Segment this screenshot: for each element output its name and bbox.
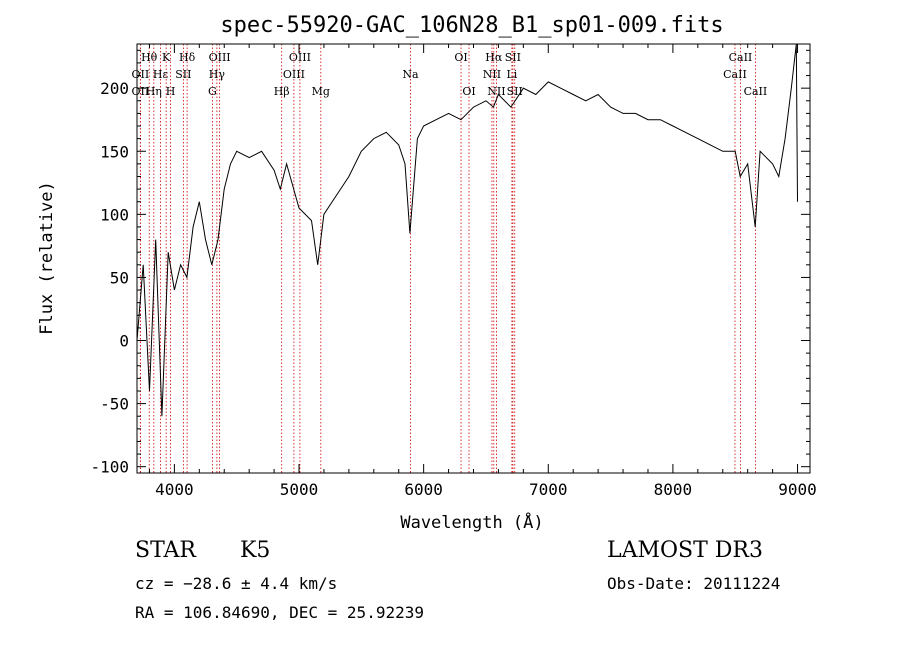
y-tick-label: 50 [110, 268, 129, 287]
line-marker-label: OIII [209, 51, 231, 64]
line-marker-label: Hβ [274, 85, 290, 98]
x-tick-label: 4000 [155, 480, 194, 499]
y-axis-ticks: -100 -50 0 50 100 150 200 [90, 49, 810, 477]
survey-label: LAMOST DR3 [607, 538, 763, 563]
line-marker-label: OIII [289, 51, 311, 64]
line-marker-label: Li [506, 68, 517, 81]
line-marker-label: G [208, 85, 217, 98]
redshift-text: cz = −28.6 ± 4.4 km/s [135, 574, 338, 593]
line-marker-label: CaII [723, 68, 747, 81]
line-marker-label: OI [462, 85, 475, 98]
line-marker-label: CaII [729, 51, 753, 64]
line-marker-label: OIII [283, 68, 305, 81]
obs-date: Obs-Date: 20111224 [607, 574, 781, 593]
y-tick-label: 0 [119, 332, 129, 351]
line-marker-label: Hθ [141, 51, 158, 64]
line-marker-label: OI [454, 51, 467, 64]
line-marker-label: K [162, 51, 171, 64]
x-tick-label: 7000 [529, 480, 568, 499]
line-marker-label: SII [507, 85, 523, 98]
line-marker-label: Hη [146, 85, 162, 98]
line-marker-label: SII [505, 51, 521, 64]
y-tick-label: 100 [100, 205, 129, 224]
object-subclass: K5 [240, 538, 271, 563]
y-tick-label: -100 [90, 458, 129, 477]
plot-frame [136, 43, 811, 474]
line-markers [139, 44, 756, 473]
line-marker-label: SII [175, 68, 191, 81]
line-marker-label: Hδ [179, 51, 196, 64]
line-marker-label: Hα [485, 51, 503, 64]
line-marker-label: CaII [744, 85, 768, 98]
x-tick-label: 8000 [654, 480, 693, 499]
line-marker-label: NII [483, 68, 501, 81]
line-marker-label: Na [402, 68, 419, 81]
line-marker-label: Mg [312, 85, 330, 98]
line-marker-label: Hε [153, 68, 169, 81]
line-marker-label: OII [132, 68, 150, 81]
coordinates: RA = 106.84690, DEC = 25.92239 [135, 603, 424, 622]
chart-title: spec-55920-GAC_106N28_B1_sp01-009.fits [220, 13, 723, 38]
line-marker-label: H [166, 85, 176, 98]
line-marker-label: NII [487, 85, 505, 98]
y-tick-label: 150 [100, 142, 129, 161]
object-class: STAR [135, 538, 196, 563]
x-axis-label: Wavelength (Å) [400, 511, 543, 533]
y-axis-label: Flux (relative) [37, 181, 57, 335]
x-tick-label: 6000 [404, 480, 443, 499]
spectrum-line [136, 43, 798, 417]
x-tick-label: 9000 [778, 480, 817, 499]
y-tick-label: 200 [100, 79, 129, 98]
y-tick-label: -50 [100, 395, 129, 414]
x-axis-ticks: 4000 5000 6000 7000 8000 9000 [148, 44, 817, 499]
line-marker-label: Hγ [209, 68, 226, 81]
x-tick-label: 5000 [280, 480, 319, 499]
